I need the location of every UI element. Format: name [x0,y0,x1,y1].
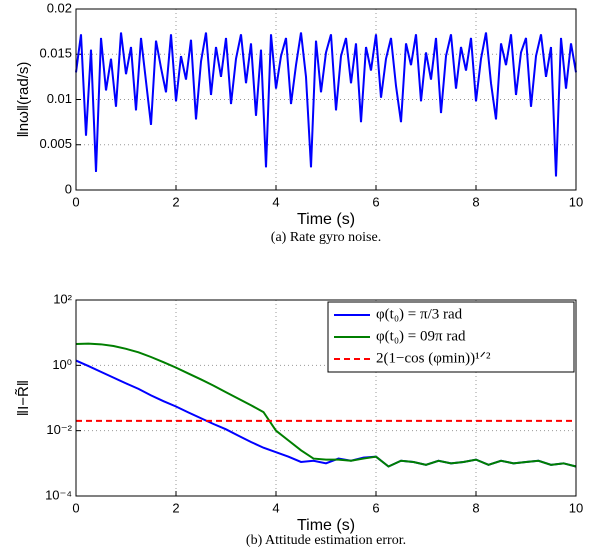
y-tick-label: 0.005 [39,136,72,151]
caption: (b) Attitude estimation error. [246,533,406,548]
x-tick-label: 4 [272,500,279,515]
legend-label: φ(t₀) = π/3 rad [376,306,463,322]
x-tick-label: 2 [172,194,179,209]
x-tick-label: 8 [472,194,479,209]
y-tick-label: 0.01 [47,91,72,106]
y-axis-label: ‖nω‖(rad/s) [15,62,32,138]
x-tick-label: 4 [272,194,279,209]
x-axis-label: Time (s) [297,211,355,228]
x-tick-label: 10 [569,500,583,515]
y-tick-label: 10⁰ [52,357,72,372]
x-tick-label: 6 [372,194,379,209]
series-line [75,359,577,468]
caption: (a) Rate gyro noise. [271,230,381,245]
x-axis-label: Time (s) [297,517,355,534]
y-tick-label: 10⁻² [46,422,72,437]
series-line [75,32,577,177]
legend-label: 2(1−cos (φmin))¹ᐟ² [376,350,491,366]
x-tick-label: 8 [472,500,479,515]
x-tick-label: 0 [72,500,79,515]
y-tick-label: 0.015 [39,46,72,61]
y-tick-label: 0.02 [47,0,72,15]
y-tick-label: 0 [65,181,72,196]
x-tick-label: 6 [372,500,379,515]
y-tick-label: 10² [53,291,72,306]
legend-label: φ(t₀) = 09π rad [376,328,466,344]
y-axis-label: ‖I−R̃‖ [14,380,31,416]
y-tick-label: 10⁻⁴ [45,487,72,502]
plot-frame [75,8,577,191]
x-tick-label: 10 [569,194,583,209]
series-line [75,342,577,468]
x-tick-label: 0 [72,194,79,209]
x-tick-label: 2 [172,500,179,515]
plot-frame [75,299,577,497]
